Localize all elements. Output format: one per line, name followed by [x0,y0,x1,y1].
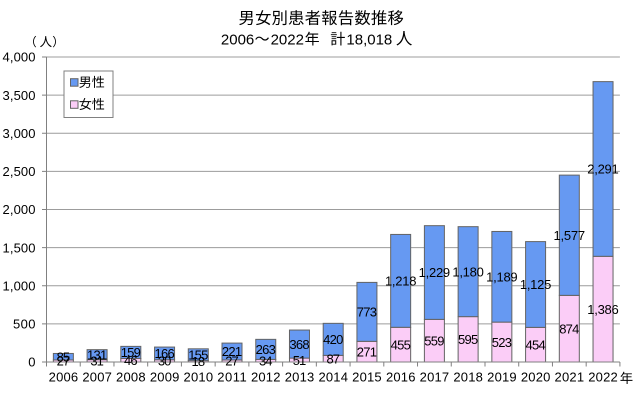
svg-text:595: 595 [458,332,478,347]
svg-text:18,018: 18,018 [346,31,392,48]
svg-text:2008: 2008 [116,370,146,385]
svg-text:18: 18 [192,354,206,369]
svg-text:30: 30 [158,354,172,369]
svg-text:2012: 2012 [251,370,281,385]
svg-text:773: 773 [357,305,377,320]
svg-text:155: 155 [188,347,208,362]
svg-text:131: 131 [87,347,107,362]
svg-text:2,291: 2,291 [587,162,619,177]
svg-text:523: 523 [492,335,512,350]
svg-text:1,577: 1,577 [554,228,586,243]
svg-text:2021: 2021 [555,370,585,385]
svg-text:31: 31 [90,354,104,369]
svg-text:3,500: 3,500 [3,88,36,103]
svg-text:1,229: 1,229 [419,265,451,280]
svg-text:1,386: 1,386 [587,302,619,317]
svg-text:2006: 2006 [221,31,254,48]
svg-text:166: 166 [155,346,175,361]
svg-text:2022: 2022 [588,370,618,385]
svg-text:500: 500 [13,317,36,332]
svg-text:2007: 2007 [82,370,112,385]
svg-text:46: 46 [124,353,138,368]
svg-text:27: 27 [225,354,239,369]
svg-text:2011: 2011 [217,370,247,385]
svg-text:27: 27 [57,354,71,369]
svg-text:1,189: 1,189 [486,270,518,285]
svg-text:2014: 2014 [318,370,348,385]
svg-text:2010: 2010 [184,370,214,385]
svg-text:2016: 2016 [386,370,416,385]
svg-text:3,000: 3,000 [3,126,36,141]
svg-text:2022: 2022 [271,31,304,48]
svg-text:34: 34 [259,353,273,368]
svg-text:559: 559 [424,333,444,348]
svg-text:420: 420 [323,332,343,347]
svg-text:221: 221 [222,344,242,359]
svg-text:159: 159 [121,345,141,360]
svg-text:368: 368 [289,337,309,352]
svg-text:454: 454 [526,337,546,352]
svg-text:4,000: 4,000 [3,50,36,65]
svg-text:2019: 2019 [487,370,517,385]
svg-text:85: 85 [57,349,71,364]
svg-text:2006: 2006 [49,370,79,385]
svg-text:455: 455 [391,337,411,352]
svg-text:2017: 2017 [420,370,450,385]
svg-text:2,500: 2,500 [3,164,36,179]
svg-text:2018: 2018 [453,370,483,385]
svg-text:1,500: 1,500 [3,240,36,255]
svg-text:1,218: 1,218 [385,274,417,289]
svg-text:87: 87 [326,351,340,366]
svg-text:2009: 2009 [150,370,180,385]
svg-text:0: 0 [28,355,35,370]
svg-text:263: 263 [256,342,276,357]
svg-text:271: 271 [357,344,377,359]
svg-text:2,000: 2,000 [3,202,36,217]
svg-text:2020: 2020 [521,370,551,385]
svg-text:1,180: 1,180 [452,264,484,279]
svg-text:51: 51 [293,353,307,368]
svg-text:1,000: 1,000 [3,278,36,293]
svg-text:2013: 2013 [285,370,315,385]
svg-text:1,125: 1,125 [520,277,552,292]
svg-text:2015: 2015 [352,370,382,385]
svg-text:874: 874 [559,321,579,336]
